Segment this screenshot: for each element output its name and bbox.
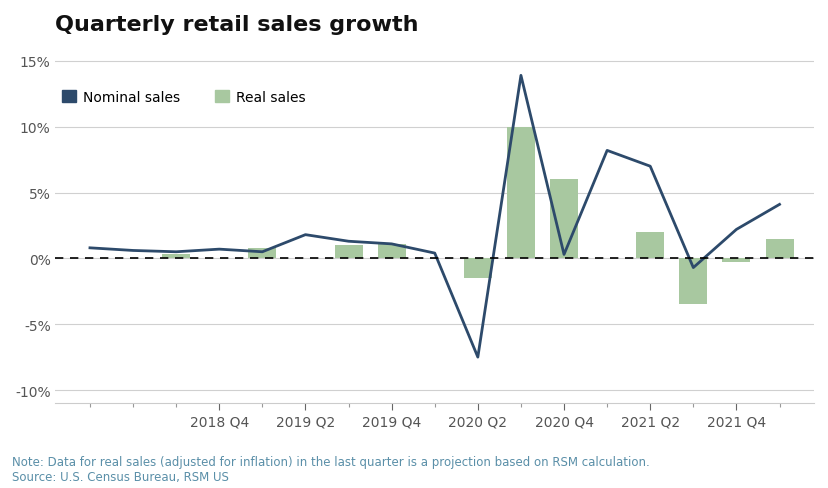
Bar (506, 127, 534, 259)
Bar (248, 248, 276, 259)
Bar (764, 239, 792, 259)
Text: Note: Data for real sales (adjusted for inflation) in the last quarter is a proj: Note: Data for real sales (adjusted for … (12, 455, 649, 483)
Bar (721, 259, 749, 263)
Bar (464, 259, 491, 279)
Bar (635, 233, 663, 259)
Bar (378, 244, 405, 259)
Bar (335, 245, 362, 259)
Bar (162, 255, 190, 259)
Text: Quarterly retail sales growth: Quarterly retail sales growth (55, 15, 418, 35)
Bar (549, 180, 577, 259)
Bar (678, 259, 706, 305)
Legend: Nominal sales, Real sales: Nominal sales, Real sales (62, 90, 306, 104)
